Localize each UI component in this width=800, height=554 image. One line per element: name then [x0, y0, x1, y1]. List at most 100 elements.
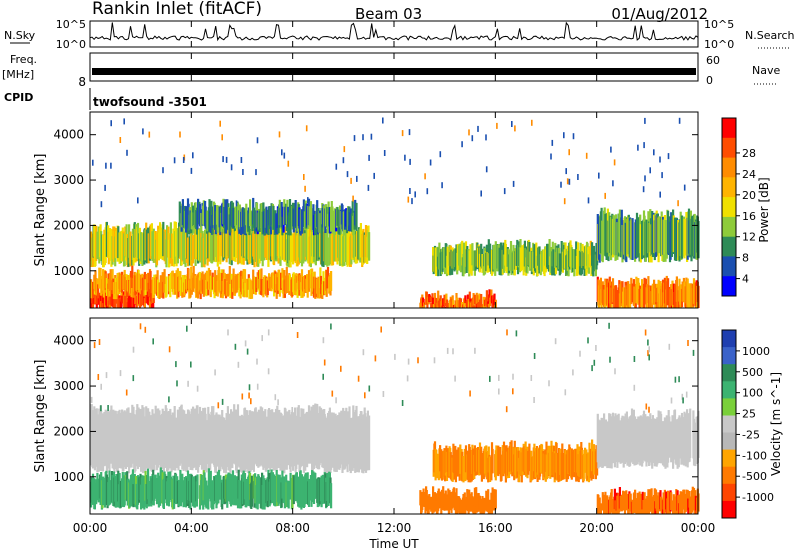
y-tick-label: 1000	[53, 264, 84, 278]
heatmap-cell	[288, 274, 292, 292]
heatmap-cell	[155, 478, 159, 505]
heatmap-cell	[672, 215, 675, 253]
power-yaxis: 1000 2000 3000 4000	[53, 128, 698, 278]
heatmap-speckle	[380, 326, 382, 333]
heatmap-cell	[281, 470, 284, 499]
heatmap-cell	[623, 495, 627, 514]
heatmap-cell	[689, 408, 692, 458]
heatmap-cell	[178, 201, 181, 226]
heatmap-cell	[444, 297, 447, 306]
heatmap-cell	[153, 476, 156, 501]
heatmap-cell	[644, 414, 647, 462]
heatmap-speckle	[221, 134, 223, 141]
heatmap-cell	[152, 302, 155, 308]
heatmap-cell	[656, 417, 659, 465]
colorbar-frame	[721, 117, 737, 297]
heatmap-speckle	[256, 383, 259, 390]
heatmap-speckle	[240, 157, 243, 163]
heatmap-cell	[119, 413, 122, 468]
heatmap-cell	[280, 202, 283, 228]
heatmap-speckle	[439, 151, 442, 158]
heatmap-cell	[634, 489, 637, 512]
colorbar-swatch	[722, 347, 736, 365]
heatmap-speckle	[610, 146, 612, 153]
heatmap-cell	[134, 293, 137, 305]
heatmap-cell	[597, 419, 600, 469]
heatmap-speckle	[598, 172, 600, 179]
heatmap-speckle	[362, 134, 364, 141]
heatmap-speckle	[469, 390, 471, 397]
colorbar-tick-label: -25	[742, 428, 760, 441]
heatmap-cell	[346, 231, 349, 267]
heatmap-cell	[310, 208, 313, 231]
heatmap-speckle	[322, 373, 324, 380]
heatmap-cell	[225, 413, 228, 467]
heatmap-cell	[188, 411, 191, 467]
heatmap-cell	[307, 270, 311, 292]
heatmap-cell	[502, 254, 506, 273]
heatmap-speckle	[132, 346, 135, 353]
y-tick-label: 3000	[53, 379, 84, 393]
heatmap-cell	[314, 472, 317, 499]
heatmap-cell	[97, 294, 100, 305]
heatmap-cell	[205, 420, 208, 473]
heatmap-cell	[129, 231, 132, 267]
heatmap-cell	[535, 242, 538, 269]
heatmap-cell	[447, 488, 450, 508]
heatmap-speckle	[647, 350, 649, 357]
heatmap-cell	[175, 417, 178, 468]
heatmap-cell	[349, 208, 352, 230]
heatmap-cell	[452, 305, 456, 308]
heatmap-speckle	[612, 180, 614, 187]
heatmap-speckle	[414, 191, 416, 198]
colorbar-tick-label: 16	[742, 210, 756, 223]
heatmap-cell	[129, 294, 133, 308]
heatmap-speckle	[256, 358, 258, 365]
heatmap-cell	[319, 213, 322, 233]
heatmap-speckle	[429, 159, 432, 166]
heatmap-speckle	[235, 200, 238, 207]
heatmap-cell	[438, 242, 441, 270]
heatmap-speckle	[383, 150, 386, 156]
heatmap-speckle	[677, 200, 679, 207]
heatmap-cell	[177, 411, 180, 471]
heatmap-cell	[505, 247, 508, 274]
heatmap-speckle	[305, 125, 308, 132]
heatmap-cell	[613, 488, 616, 510]
heatmap-cell	[618, 421, 621, 463]
heatmap-cell	[290, 234, 293, 263]
heatmap-cell	[322, 271, 325, 290]
heatmap-speckle	[287, 160, 290, 167]
heatmap-speckle	[162, 167, 164, 174]
heatmap-cell	[436, 453, 439, 479]
heatmap-speckle	[644, 117, 646, 124]
heatmap-speckle	[477, 125, 479, 132]
heatmap-cell	[658, 216, 661, 254]
heatmap-cell	[204, 229, 207, 260]
heatmap-speckle	[394, 353, 396, 360]
heatmap-speckle	[382, 391, 385, 397]
heatmap-cell	[254, 407, 257, 464]
heatmap-speckle	[563, 132, 565, 139]
heatmap-speckle	[104, 184, 106, 191]
colorbar-swatch	[722, 118, 736, 139]
colorbar-tick-label: 4	[742, 273, 749, 286]
heatmap-speckle	[274, 394, 277, 401]
heatmap-cell	[116, 294, 119, 308]
power-colorbar: 28 24 20 16 12 8 4	[721, 117, 756, 297]
heatmap-cell	[300, 282, 303, 298]
heatmap-cell	[462, 456, 465, 483]
colorbar-tick-label: -1000	[742, 491, 774, 504]
heatmap-cell	[442, 486, 445, 507]
heatmap-cell	[592, 245, 596, 268]
heatmap-cell	[688, 491, 691, 508]
heatmap-cell	[249, 279, 252, 299]
heatmap-speckle	[446, 347, 449, 354]
heatmap-cell	[207, 468, 210, 499]
heatmap-cell	[158, 410, 161, 465]
heatmap-cell	[619, 496, 622, 511]
heatmap-speckle	[173, 157, 176, 164]
heatmap-cell	[252, 207, 255, 228]
heatmap-cell	[662, 219, 665, 262]
heatmap-speckle	[452, 348, 454, 355]
